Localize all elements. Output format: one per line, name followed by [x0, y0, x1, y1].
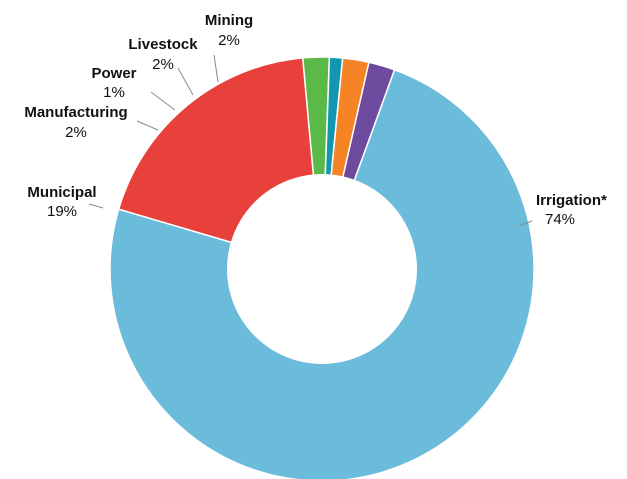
- slice-label-power: Power: [91, 65, 136, 82]
- slice-label-municipal: Municipal: [27, 184, 96, 201]
- slice-label-mining: Mining: [205, 12, 253, 29]
- donut-hole: [227, 174, 417, 364]
- slice-value-livestock: 2%: [152, 56, 174, 73]
- slice-label-manufacturing: Manufacturing: [24, 104, 127, 121]
- slice-value-municipal: 19%: [47, 203, 77, 220]
- slice-value-power: 1%: [103, 84, 125, 101]
- slice-value-manufacturing: 2%: [65, 124, 87, 141]
- slice-labels: Irrigation* 74% Municipal 19% Manufactur…: [24, 12, 607, 228]
- slice-label-livestock: Livestock: [128, 36, 198, 53]
- slice-label-irrigation: Irrigation*: [536, 192, 607, 209]
- slice-value-irrigation: 74%: [545, 211, 575, 228]
- slice-value-mining: 2%: [218, 32, 240, 49]
